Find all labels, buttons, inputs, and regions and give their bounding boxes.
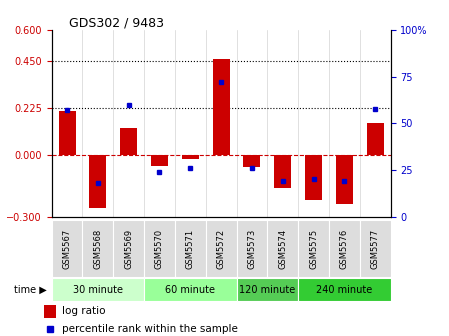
Text: percentile rank within the sample: percentile rank within the sample: [62, 324, 238, 334]
Bar: [237, 220, 267, 277]
Bar: [175, 220, 206, 277]
Text: GSM5569: GSM5569: [124, 228, 133, 269]
Text: GSM5567: GSM5567: [62, 228, 71, 269]
Text: GSM5570: GSM5570: [155, 228, 164, 269]
Text: GSM5568: GSM5568: [93, 228, 102, 269]
Bar: [298, 279, 391, 301]
Bar: [329, 220, 360, 277]
Bar: [144, 220, 175, 277]
Text: 120 minute: 120 minute: [239, 285, 295, 295]
Text: GSM5576: GSM5576: [340, 228, 349, 269]
Bar: [120, 128, 137, 155]
Bar: [267, 220, 298, 277]
Text: GSM5575: GSM5575: [309, 228, 318, 269]
Bar: [144, 279, 237, 301]
Bar: [113, 220, 144, 277]
Text: time ▶: time ▶: [14, 285, 47, 295]
Bar: [89, 155, 106, 208]
Text: log ratio: log ratio: [62, 306, 105, 316]
Bar: [182, 155, 199, 159]
Bar: [213, 59, 229, 155]
Bar: [367, 124, 384, 155]
Bar: [52, 220, 83, 277]
Text: GSM5572: GSM5572: [216, 228, 226, 269]
Bar: [83, 220, 113, 277]
Text: 30 minute: 30 minute: [73, 285, 123, 295]
Text: GDS302 / 9483: GDS302 / 9483: [69, 16, 163, 29]
Text: GSM5571: GSM5571: [186, 228, 195, 269]
Bar: [298, 220, 329, 277]
Bar: [336, 155, 353, 204]
Bar: [237, 279, 298, 301]
Bar: [44, 305, 56, 318]
Text: GSM5577: GSM5577: [371, 228, 380, 269]
Text: 60 minute: 60 minute: [165, 285, 216, 295]
Bar: [52, 279, 144, 301]
Bar: [243, 155, 260, 167]
Bar: [151, 155, 168, 166]
Bar: [206, 220, 237, 277]
Bar: [305, 155, 322, 200]
Text: GSM5573: GSM5573: [247, 228, 256, 269]
Text: 240 minute: 240 minute: [316, 285, 373, 295]
Bar: [274, 155, 291, 188]
Bar: [360, 220, 391, 277]
Bar: [58, 111, 75, 155]
Text: GSM5574: GSM5574: [278, 228, 287, 269]
